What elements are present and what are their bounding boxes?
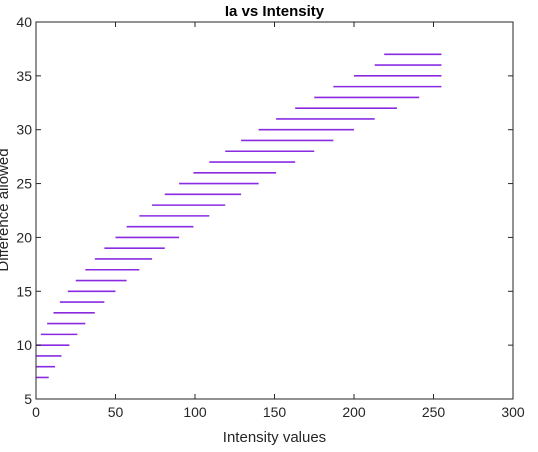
y-tick-label: 35 bbox=[16, 68, 32, 84]
segments-layer bbox=[36, 53, 442, 379]
y-tick-label: 30 bbox=[16, 122, 32, 138]
x-tick-label: 250 bbox=[422, 404, 446, 420]
x-tick-label: 300 bbox=[501, 404, 525, 420]
y-axis: 5 10 15 20 25 30 35 40 bbox=[16, 14, 513, 407]
plot-area bbox=[36, 22, 513, 399]
y-tick-label: 40 bbox=[16, 14, 32, 30]
y-axis-title: Difference allowed bbox=[0, 148, 12, 271]
chart-title: Ia vs Intensity bbox=[225, 3, 325, 20]
x-tick-label: 100 bbox=[183, 404, 207, 420]
y-tick-label: 15 bbox=[16, 283, 32, 299]
x-tick-label: 150 bbox=[263, 404, 287, 420]
y-tick-label: 20 bbox=[16, 229, 32, 245]
x-axis: 0 50 100 150 200 250 300 bbox=[32, 22, 525, 420]
x-tick-label: 200 bbox=[342, 404, 366, 420]
y-tick-label: 25 bbox=[16, 176, 32, 192]
x-tick-label: 0 bbox=[32, 404, 40, 420]
x-tick-label: 50 bbox=[108, 404, 124, 420]
y-tick-label: 5 bbox=[24, 391, 32, 407]
y-tick-label: 10 bbox=[16, 337, 32, 353]
x-axis-title: Intensity values bbox=[223, 429, 326, 446]
